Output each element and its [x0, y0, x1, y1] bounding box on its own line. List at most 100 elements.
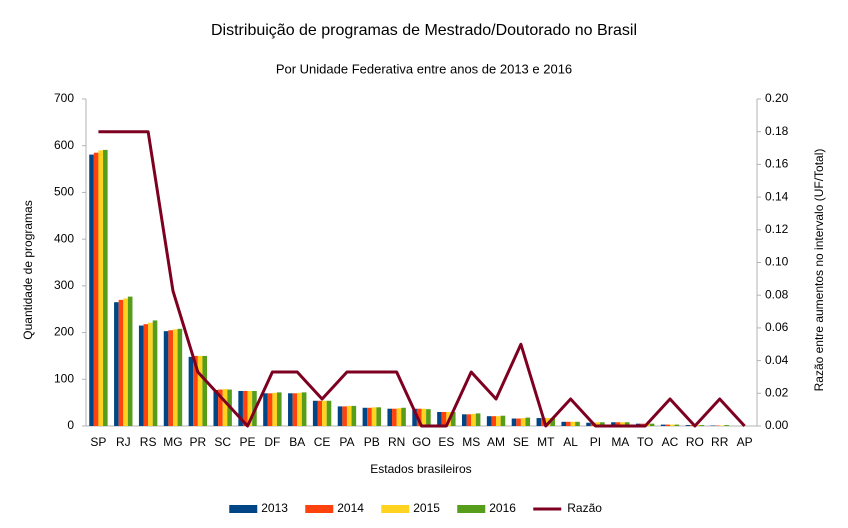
bar	[322, 400, 327, 426]
y-tick-label: 700	[54, 91, 74, 105]
x-tick-label: PB	[364, 435, 380, 449]
line-series	[98, 130, 746, 428]
bar	[123, 298, 128, 426]
bar	[520, 418, 526, 426]
bar	[566, 421, 571, 426]
y2-tick-label: 0.06	[765, 320, 789, 334]
bar	[387, 408, 393, 426]
bar	[441, 411, 447, 426]
bar	[342, 406, 347, 426]
bar	[595, 422, 601, 426]
bar	[371, 407, 377, 426]
y2-tick-label: 0.14	[765, 189, 789, 203]
x-tick-label: MA	[611, 435, 629, 449]
bar	[615, 422, 621, 426]
bar	[98, 150, 104, 426]
bar	[337, 406, 343, 426]
x-tick-label: RN	[388, 435, 405, 449]
bar	[93, 152, 99, 426]
bar	[103, 149, 108, 426]
x-tick-label: PE	[240, 435, 256, 449]
bar	[536, 418, 542, 426]
bar	[491, 416, 497, 426]
chart-title: Distribuição de programas de Mestrado/Do…	[211, 22, 637, 39]
legend-label: 2014	[337, 501, 364, 515]
bar	[218, 389, 223, 426]
bar	[222, 389, 228, 426]
legend-swatch	[457, 505, 486, 513]
x-tick-label: AM	[487, 435, 505, 449]
legend-swatch	[381, 505, 410, 513]
bar	[238, 390, 243, 426]
bar	[392, 408, 397, 426]
bar	[600, 422, 605, 426]
legend-label: 2016	[489, 501, 516, 515]
bar	[276, 392, 282, 426]
x-tick-label: RO	[686, 435, 704, 449]
y2-tick-label: 0.18	[765, 124, 789, 138]
bar	[699, 425, 705, 426]
x-tick-label: SC	[214, 435, 231, 449]
bar	[486, 416, 492, 426]
x-tick-label: RR	[711, 435, 729, 449]
bar	[416, 408, 422, 426]
bar	[326, 400, 332, 426]
bar	[511, 418, 517, 426]
x-tick-label: SE	[513, 435, 529, 449]
bar	[163, 331, 169, 426]
y-tick-label: 0	[67, 418, 74, 432]
y-tick-label: 500	[54, 185, 74, 199]
bar	[148, 322, 153, 426]
y-tick-label: 600	[54, 138, 74, 152]
y-tick-label: 300	[54, 278, 74, 292]
bar	[500, 415, 506, 426]
x-tick-label: PA	[339, 435, 354, 449]
bar	[575, 421, 580, 426]
bar	[611, 422, 616, 426]
bar	[475, 413, 481, 426]
bar	[242, 390, 248, 426]
x-tick-label: TO	[637, 435, 653, 449]
bar	[272, 392, 277, 426]
x-tick-label: MS	[462, 435, 480, 449]
x-axis-label: Estados brasileiros	[370, 462, 471, 476]
bar	[376, 407, 381, 426]
x-tick-label: SP	[90, 435, 106, 449]
bar	[267, 393, 273, 426]
y2-tick-label: 0.00	[765, 418, 789, 432]
bar	[317, 400, 323, 426]
legend-label: 2015	[413, 501, 440, 515]
bar	[550, 418, 555, 426]
x-tick-label: ES	[438, 435, 454, 449]
bar	[450, 411, 456, 426]
y2-tick-label: 0.12	[765, 222, 789, 236]
bar	[263, 393, 268, 426]
x-tick-label: BA	[289, 435, 305, 449]
y2-tick-label: 0.04	[765, 353, 789, 367]
bar	[297, 392, 302, 426]
x-tick-label: PR	[189, 435, 206, 449]
x-tick-label: AC	[662, 435, 679, 449]
y-tick-label: 200	[54, 325, 74, 339]
bar	[724, 425, 729, 426]
bar	[168, 330, 173, 426]
bar	[649, 423, 655, 426]
bar	[143, 324, 149, 426]
bar	[401, 407, 406, 426]
legend-label: 2013	[261, 501, 288, 515]
bar	[624, 422, 630, 426]
bar	[437, 411, 442, 426]
bar	[202, 355, 208, 426]
x-tick-label: DF	[264, 435, 280, 449]
bar	[421, 408, 427, 426]
bar	[471, 413, 476, 426]
bar	[665, 424, 671, 426]
bar	[496, 416, 501, 426]
y2-tick-label: 0.10	[765, 255, 789, 269]
bar	[561, 421, 567, 426]
bar	[188, 356, 194, 426]
y2-tick-label: 0.20	[765, 91, 789, 105]
bar	[118, 299, 124, 426]
